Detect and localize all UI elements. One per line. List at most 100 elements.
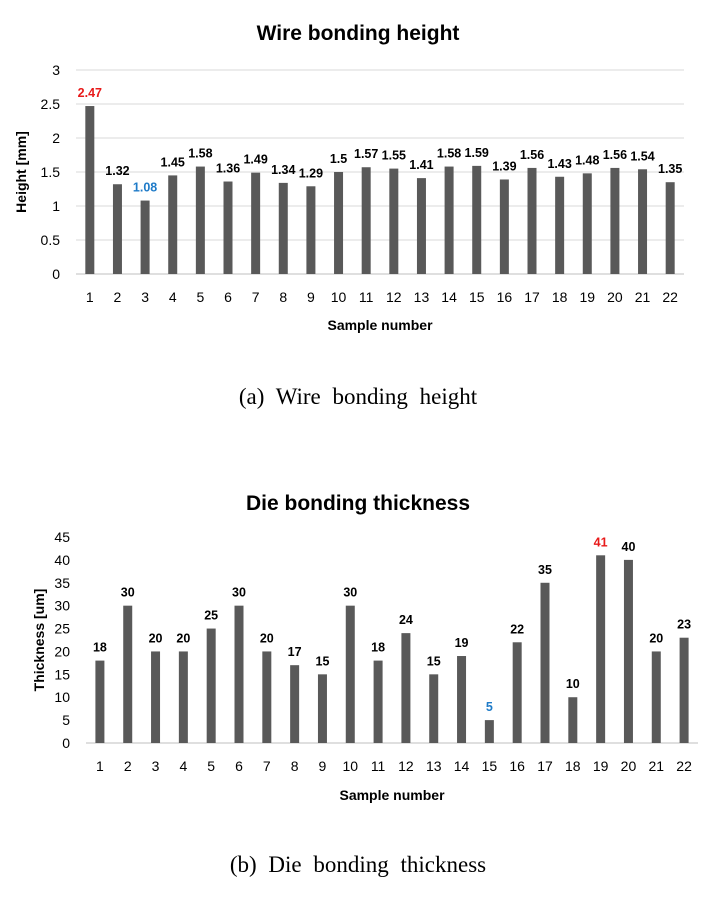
- data-label: 1.29: [299, 166, 323, 180]
- bar: [401, 633, 411, 743]
- data-label: 1.58: [188, 147, 212, 161]
- bar: [278, 182, 288, 274]
- bar: [499, 179, 509, 274]
- bar: [234, 605, 244, 743]
- x-tick-label: 19: [593, 758, 609, 774]
- x-tick-label: 10: [342, 758, 358, 774]
- bar: [540, 582, 550, 743]
- x-tick-label: 1: [96, 758, 104, 774]
- chart-title: Wire bonding height: [257, 22, 460, 45]
- x-tick-label: 15: [469, 289, 485, 305]
- data-label: 18: [371, 641, 385, 655]
- data-label: 23: [677, 618, 691, 632]
- data-label: 1.35: [658, 162, 682, 176]
- x-tick-label: 1: [86, 289, 94, 305]
- y-tick-label: 1: [52, 198, 60, 214]
- data-label: 15: [427, 654, 441, 668]
- figure-b-caption: (b) Die bonding thickness: [229, 852, 487, 877]
- x-tick-label: 17: [537, 758, 553, 774]
- bar: [223, 181, 233, 274]
- bar: [527, 167, 537, 274]
- figure-a: Wire bonding height 0 0.5 1 1.5 2 2.5 3 2.47 1 1.3…: [0, 0, 716, 430]
- y-tick-label: 2: [52, 130, 60, 146]
- x-tick-label: 13: [414, 289, 430, 305]
- y-axis-label: Thickness [um]: [31, 589, 47, 692]
- x-tick-label: 15: [482, 758, 498, 774]
- data-label: 1.57: [354, 147, 378, 161]
- x-tick-label: 8: [291, 758, 299, 774]
- x-tick-label: 14: [454, 758, 470, 774]
- x-tick-label: 8: [279, 289, 287, 305]
- bar: [373, 660, 383, 743]
- x-tick-label: 2: [124, 758, 132, 774]
- bar: [472, 165, 482, 274]
- bar: [334, 172, 344, 274]
- x-tick-label: 18: [552, 289, 568, 305]
- x-tick-label: 2: [114, 289, 122, 305]
- x-tick-label: 6: [224, 289, 232, 305]
- x-tick-label: 9: [319, 758, 327, 774]
- bar: [112, 184, 122, 274]
- data-label: 30: [232, 586, 246, 600]
- data-label: 1.45: [161, 155, 185, 169]
- data-label: 22: [510, 622, 524, 636]
- wire-bonding-height-chart: Wire bonding height 0 0.5 1 1.5 2 2.5 3 2.47 1 1.3…: [13, 22, 684, 333]
- y-axis-label: Height [mm]: [13, 131, 29, 213]
- data-label: 2.47: [78, 86, 102, 100]
- y-tick-label: 0: [52, 266, 60, 282]
- bar: [457, 656, 467, 743]
- data-label: 20: [176, 631, 190, 645]
- x-tick-label: 20: [621, 758, 637, 774]
- data-label: 1.48: [575, 153, 599, 167]
- data-label: 20: [149, 631, 163, 645]
- x-tick-label: 13: [426, 758, 442, 774]
- chart-title: Die bonding thickness: [246, 492, 470, 515]
- bar: [178, 651, 188, 743]
- x-tick-label: 17: [524, 289, 540, 305]
- bar: [290, 665, 300, 743]
- bar: [251, 172, 261, 274]
- bar: [429, 674, 439, 743]
- data-label: 24: [399, 613, 413, 627]
- x-tick-label: 18: [565, 758, 581, 774]
- bar: [123, 605, 133, 743]
- data-label: 1.08: [133, 181, 157, 195]
- x-tick-label: 22: [662, 289, 678, 305]
- bar: [262, 651, 272, 743]
- data-label: 41: [594, 535, 608, 549]
- x-tick-label: 12: [398, 758, 414, 774]
- x-tick-label: 7: [252, 289, 260, 305]
- bar: [582, 173, 592, 274]
- bar: [168, 175, 178, 274]
- y-tick-label: 2.5: [41, 96, 61, 112]
- x-tick-label: 11: [371, 758, 386, 774]
- bar: [206, 628, 216, 743]
- bar: [389, 168, 399, 274]
- x-tick-label: 11: [359, 289, 374, 305]
- x-tick-label: 4: [169, 289, 177, 305]
- bar: [416, 178, 426, 274]
- data-label: 1.43: [547, 157, 571, 171]
- x-tick-label: 16: [509, 758, 525, 774]
- data-label: 30: [121, 586, 135, 600]
- y-tick-label: 15: [54, 666, 70, 682]
- x-tick-label: 6: [235, 758, 243, 774]
- data-label: 1.39: [492, 159, 516, 173]
- bar: [195, 166, 205, 274]
- data-label: 30: [343, 586, 357, 600]
- y-tick-label: 1.5: [41, 164, 61, 180]
- x-tick-label: 20: [607, 289, 623, 305]
- bar: [555, 176, 565, 274]
- bar: [95, 660, 105, 743]
- x-tick-label: 22: [676, 758, 692, 774]
- x-tick-label: 5: [207, 758, 215, 774]
- data-label: 25: [204, 609, 218, 623]
- bar: [610, 167, 620, 274]
- bar: [140, 200, 150, 274]
- x-tick-label: 12: [386, 289, 402, 305]
- bar: [596, 555, 606, 743]
- x-tick-label: 14: [441, 289, 457, 305]
- x-tick-label: 3: [141, 289, 149, 305]
- y-tick-label: 45: [54, 529, 70, 545]
- data-label: 1.59: [465, 146, 489, 160]
